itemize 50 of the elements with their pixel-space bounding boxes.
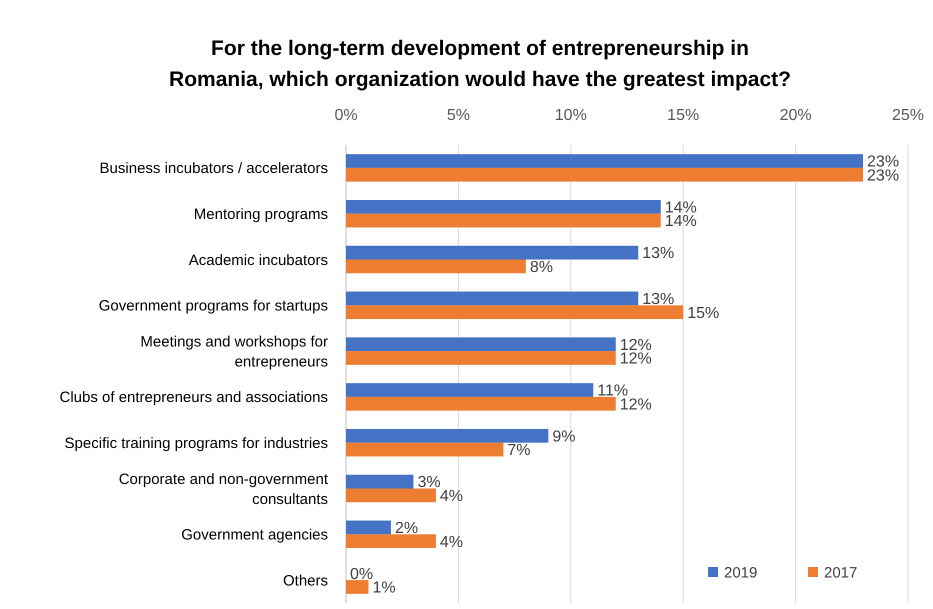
bar [346, 520, 391, 534]
data-label: 2% [394, 520, 418, 538]
y-tick-label: Business incubators / accelerators [100, 160, 328, 178]
y-tick-label: Others [282, 572, 328, 590]
bar [346, 305, 684, 320]
data-label: 3% [417, 474, 441, 492]
bar [346, 260, 526, 274]
data-label: 1% [372, 580, 396, 597]
bar [346, 214, 661, 228]
y-tick-label: Specific training programs for industries [64, 434, 328, 452]
bar [346, 396, 616, 411]
data-label: 13% [642, 291, 674, 308]
bar [346, 580, 368, 594]
data-label: 0% [350, 566, 374, 583]
x-tick-label: 0% [334, 107, 358, 124]
bar [346, 428, 548, 443]
y-tick-label: Academic incubators [188, 252, 328, 269]
bar [346, 474, 414, 488]
x-tick-label: 10% [554, 107, 587, 124]
bar [346, 292, 638, 306]
data-label: 4% [440, 534, 464, 551]
y-tick-label: Government programs for startups [98, 298, 328, 315]
bar [346, 488, 436, 502]
x-tick-label: 20% [780, 107, 812, 124]
y-tick-label: Corporate and non-government consultants [118, 470, 329, 508]
data-label: 8% [530, 258, 553, 276]
bar [346, 154, 864, 168]
y-tick-label: Meetings and workshops for entrepreneurs [140, 333, 328, 370]
y-tick-label: Clubs of entrepreneurs and associations [60, 389, 328, 406]
bar [346, 168, 864, 182]
chart-title: For the long-term development of entrepreneurship in Romania, which organization would have the greatest impact? [169, 37, 791, 91]
bar [346, 337, 616, 352]
data-label: 4% [440, 488, 464, 505]
bar [346, 383, 594, 397]
legend-label: 2017 [824, 564, 858, 582]
y-tick-label: Government agencies [181, 526, 328, 544]
bar [346, 246, 638, 260]
legend-label: 2019 [724, 564, 758, 582]
data-label: 7% [507, 442, 530, 460]
data-label: 13% [642, 245, 674, 262]
data-label: 9% [552, 428, 576, 446]
x-tick-label: 5% [446, 107, 470, 124]
bar [346, 351, 616, 365]
y-tick-label: Mentoring programs [194, 206, 328, 223]
bar [346, 442, 504, 456]
bar [346, 534, 436, 548]
bar [346, 200, 661, 214]
x-tick-label: 25% [892, 107, 924, 124]
data-label: 15% [687, 304, 720, 322]
x-tick-label: 15% [667, 107, 700, 124]
